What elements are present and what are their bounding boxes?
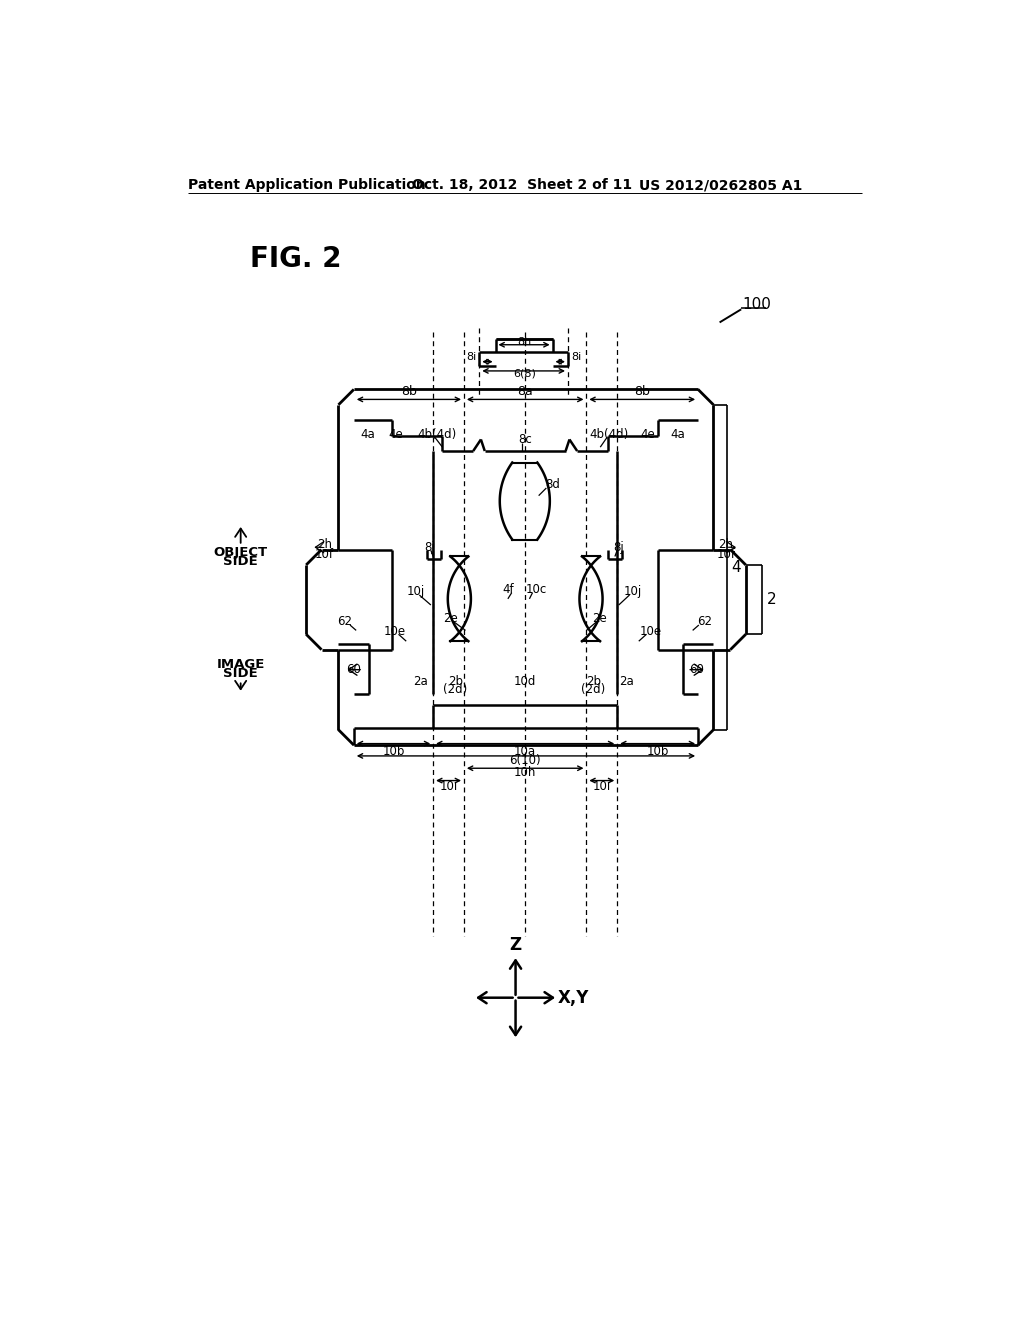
Text: 2b: 2b [449,675,463,688]
Text: 10a: 10a [514,744,536,758]
Text: 8a: 8a [517,385,532,399]
Text: IMAGE: IMAGE [216,657,265,671]
Text: 100: 100 [742,297,772,313]
Text: 10i: 10i [439,780,458,793]
Text: OBJECT: OBJECT [214,546,267,560]
Text: 10b: 10b [382,744,404,758]
Text: 2h: 2h [317,539,332,552]
Text: 8i: 8i [466,352,476,362]
Text: 4b(4d): 4b(4d) [590,428,629,441]
Text: 10b: 10b [646,744,669,758]
Text: 8c: 8c [518,433,531,446]
Text: 2e: 2e [442,612,458,626]
Text: 10j: 10j [624,585,642,598]
Text: 10c: 10c [525,583,547,597]
Text: 10f: 10f [716,548,735,561]
Text: 6(8): 6(8) [513,370,537,379]
Text: (2d): (2d) [443,684,468,696]
Text: 4a: 4a [670,428,685,441]
Text: 10h: 10h [514,767,536,779]
Text: SIDE: SIDE [223,667,258,680]
Text: X,Y: X,Y [558,989,589,1007]
Text: FIG. 2: FIG. 2 [250,244,341,272]
Text: 2b: 2b [586,675,601,688]
Text: 10e: 10e [384,624,406,638]
Text: 8i: 8i [571,352,582,362]
Text: Oct. 18, 2012  Sheet 2 of 11: Oct. 18, 2012 Sheet 2 of 11 [412,178,632,193]
Text: 8b: 8b [634,385,650,399]
Text: 8j: 8j [613,541,624,554]
Text: 4e: 4e [389,428,403,441]
Text: 2a: 2a [414,675,428,688]
Text: 2: 2 [766,593,776,607]
Text: Z: Z [510,936,521,954]
Text: US 2012/0262805 A1: US 2012/0262805 A1 [639,178,802,193]
Text: 2e: 2e [592,612,607,626]
Text: 10d: 10d [514,675,536,688]
Text: 2h: 2h [718,539,733,552]
Text: 2a: 2a [620,675,634,688]
Text: 4: 4 [732,560,741,574]
Text: 10j: 10j [407,585,425,598]
Text: SIDE: SIDE [223,556,258,569]
Text: 4b(4d): 4b(4d) [418,428,457,441]
Text: 8d: 8d [545,478,560,491]
Text: 4e: 4e [641,428,655,441]
Text: 8b: 8b [401,385,417,399]
Text: 62: 62 [337,615,352,628]
Text: 10f: 10f [315,548,334,561]
Text: (2d): (2d) [582,684,605,696]
Text: 60: 60 [689,663,703,676]
Text: 4a: 4a [360,428,375,441]
Text: 8j: 8j [424,541,435,554]
Text: Patent Application Publication: Patent Application Publication [188,178,426,193]
Text: 10i: 10i [593,780,611,793]
Text: 4f: 4f [502,583,514,597]
Text: 10e: 10e [639,624,662,638]
Text: 60: 60 [346,663,361,676]
Text: 6(10): 6(10) [509,754,541,767]
Text: 8h: 8h [518,337,531,347]
Text: 62: 62 [696,615,712,628]
